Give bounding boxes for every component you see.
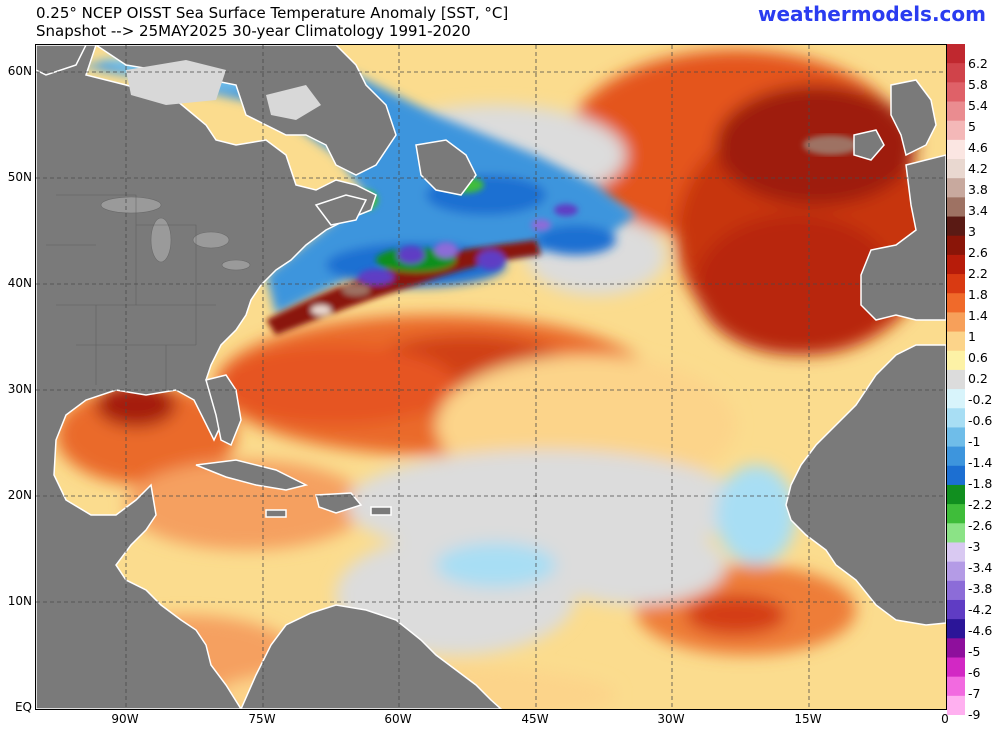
legend-swatch	[947, 389, 965, 409]
legend-label: 5.4	[968, 98, 988, 113]
legend-swatch	[947, 235, 965, 256]
legend-swatch	[947, 274, 965, 294]
legend-label: 5.8	[968, 77, 988, 92]
lon-label-30w: 30W	[657, 712, 685, 726]
map-title: 0.25° NCEP OISST Sea Surface Temperature…	[36, 4, 509, 22]
legend-label: 4.2	[968, 161, 988, 176]
lon-label-90w: 90W	[111, 712, 139, 726]
legend-label: 1.8	[968, 287, 988, 302]
map-subtitle: Snapshot --> 25MAY2025 30-year Climatolo…	[36, 22, 471, 40]
legend-swatch	[947, 446, 965, 467]
legend-swatch	[947, 619, 965, 639]
legend-label: -3.8	[968, 581, 993, 596]
legend-swatch	[947, 350, 965, 371]
sst-anomaly-map	[35, 44, 947, 710]
brand-logo-text[interactable]: weathermodels.com	[757, 2, 986, 26]
legend-swatch	[947, 159, 965, 179]
legend-label: -4.2	[968, 602, 993, 617]
legend-swatch	[947, 542, 965, 563]
legend-swatch	[947, 178, 965, 198]
legend-label: 1.4	[968, 308, 988, 323]
legend-label: 4.6	[968, 140, 988, 155]
legend-swatch	[947, 695, 965, 715]
legend-swatch	[947, 504, 965, 524]
lon-label-60w: 60W	[384, 712, 412, 726]
lat-label-50n: 50N	[7, 170, 32, 184]
lat-label-eq: EQ	[14, 700, 32, 714]
legend-label: 3	[968, 224, 976, 239]
legend-swatch	[947, 657, 965, 678]
legend-swatch	[947, 312, 965, 333]
legend-swatch	[947, 561, 965, 582]
legend-swatch	[947, 120, 965, 141]
legend-label: 0.6	[968, 350, 988, 365]
lon-label-75w: 75W	[248, 712, 276, 726]
lat-label-40n: 40N	[7, 276, 32, 290]
legend-label: -0.6	[968, 413, 993, 428]
legend-swatch	[947, 580, 965, 601]
legend-label: 2.2	[968, 266, 988, 281]
legend-label: 3.4	[968, 203, 988, 218]
legend-swatch	[947, 465, 965, 486]
legend-label: 1	[968, 329, 976, 344]
legend-label: -5	[968, 644, 981, 659]
legend-swatch	[947, 293, 965, 313]
legend-swatch	[947, 676, 965, 697]
legend-label: 3.8	[968, 182, 988, 197]
lat-label-30n: 30N	[7, 382, 32, 396]
legend-swatch	[947, 427, 965, 448]
legend-label: -1.4	[968, 455, 993, 470]
legend-swatch	[947, 523, 965, 543]
lon-label-45w: 45W	[521, 712, 549, 726]
legend-swatch	[947, 331, 965, 352]
legend-swatch	[947, 197, 965, 218]
lat-label-60n: 60N	[7, 64, 32, 78]
legend-swatch	[947, 216, 965, 237]
legend-label: -4.6	[968, 623, 993, 638]
legend-swatch	[947, 369, 965, 390]
legend-label: 0.2	[968, 371, 988, 386]
legend-label: 2.6	[968, 245, 988, 260]
legend-label: -9	[968, 707, 981, 722]
legend-label: 6.2	[968, 56, 988, 71]
legend-label: 5	[968, 119, 976, 134]
legend-label: -3.4	[968, 560, 993, 575]
legend-swatch	[947, 139, 965, 160]
lat-label-20n: 20N	[7, 488, 32, 502]
legend-label: -3	[968, 539, 981, 554]
legend-swatch	[947, 82, 965, 103]
legend-swatch	[947, 44, 965, 64]
legend-swatch	[947, 638, 965, 658]
legend-label: -0.2	[968, 392, 993, 407]
lon-label-0: 0	[941, 712, 949, 726]
legend-label: -6	[968, 665, 981, 680]
legend-swatch	[947, 101, 965, 122]
legend-label: -2.2	[968, 497, 993, 512]
lat-label-10n: 10N	[7, 594, 32, 608]
legend-swatch	[947, 408, 965, 428]
legend-swatch	[947, 63, 965, 83]
legend-label: -7	[968, 686, 981, 701]
legend-swatch	[947, 254, 965, 275]
legend-colorbar	[947, 44, 965, 715]
legend-label: -2.6	[968, 518, 993, 533]
legend-swatch	[947, 484, 965, 505]
lon-label-15w: 15W	[794, 712, 822, 726]
legend-swatch	[947, 599, 965, 620]
legend-label: -1.8	[968, 476, 993, 491]
legend-label: -1	[968, 434, 981, 449]
